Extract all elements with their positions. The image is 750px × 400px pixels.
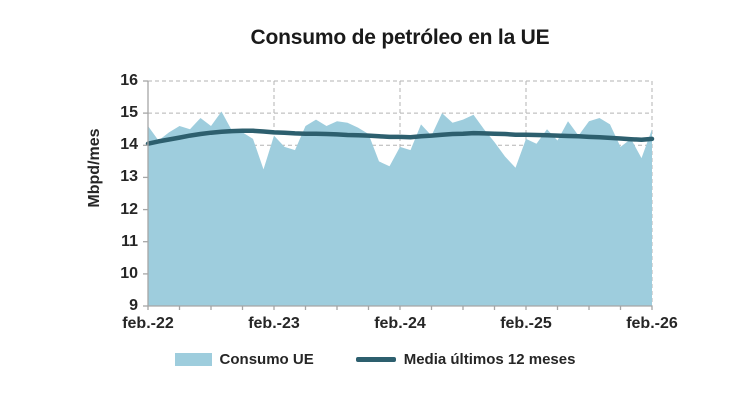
media-line-series — [145, 128, 655, 146]
legend-label-media: Media últimos 12 meses — [403, 351, 576, 368]
legend-item-consumo: Consumo UE — [174, 351, 314, 368]
x-tick-label: feb.-22 — [122, 315, 174, 332]
chart-title: Consumo de petróleo en la UE — [250, 26, 550, 49]
x-tick-label: feb.-26 — [626, 315, 678, 332]
y-tick-label: 12 — [120, 200, 138, 218]
y-tick-label: 13 — [120, 168, 138, 186]
line-swatch-icon — [355, 357, 396, 362]
y-tick-label: 10 — [120, 264, 138, 282]
x-tick-label: feb.-24 — [374, 315, 426, 332]
x-tick-label: feb.-25 — [500, 315, 552, 332]
consumo-area-series — [148, 111, 652, 306]
y-tick-label: 16 — [120, 72, 138, 89]
legend-item-media: Media últimos 12 meses — [355, 351, 576, 368]
area-swatch-icon — [174, 353, 212, 366]
x-tick-label: feb.-23 — [248, 315, 300, 332]
y-tick-label: 14 — [120, 136, 138, 154]
y-tick-label: 11 — [121, 232, 138, 250]
legend: Consumo UE Media últimos 12 meses — [0, 351, 750, 368]
y-tick-label: 9 — [129, 297, 138, 314]
y-tick-label: 15 — [120, 104, 138, 122]
legend-label-consumo: Consumo UE — [219, 351, 314, 368]
